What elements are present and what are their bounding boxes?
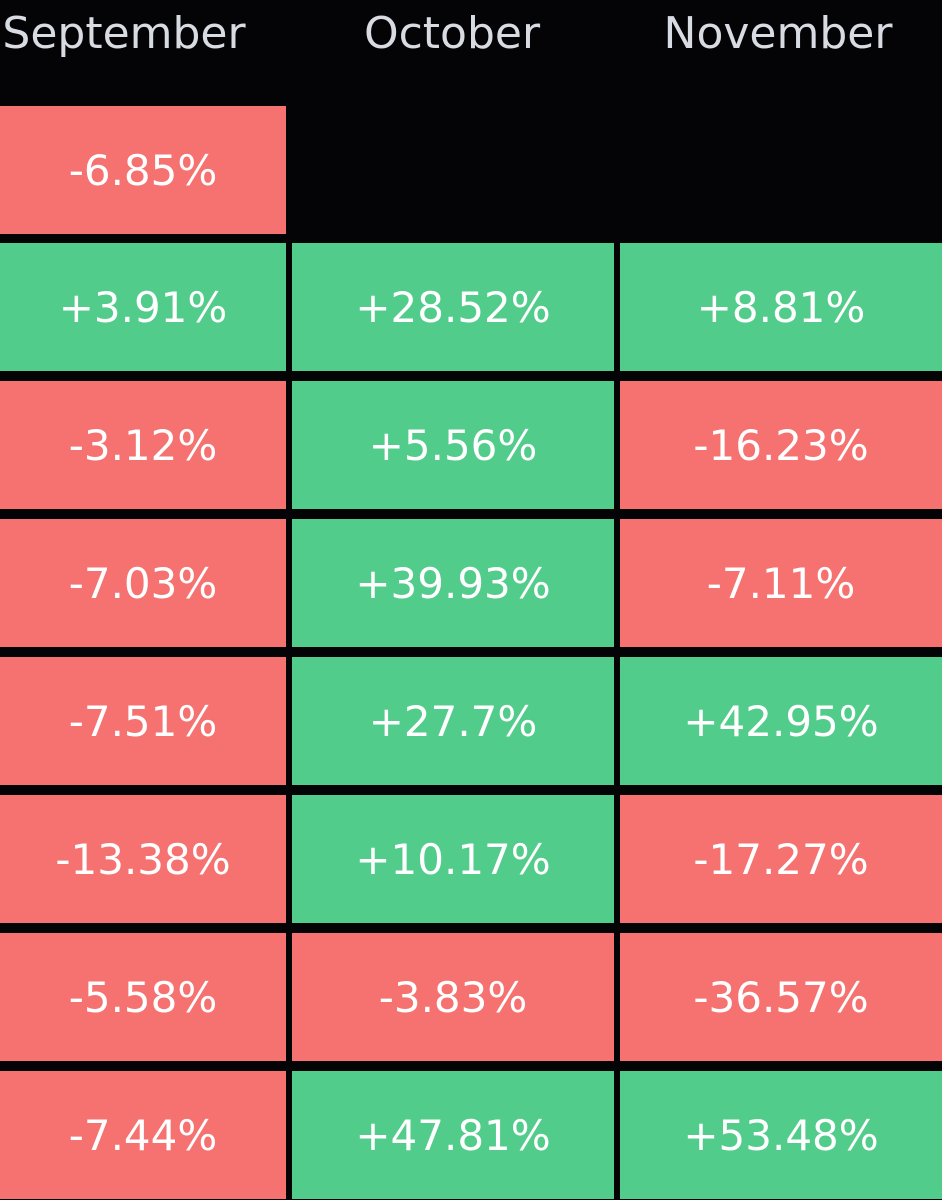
column-header-november: November	[663, 8, 893, 59]
return-cell: -36.57%	[620, 933, 942, 1061]
column-header-september: September	[2, 8, 246, 59]
return-cell: +27.7%	[292, 657, 614, 785]
return-cell: -7.03%	[0, 519, 286, 647]
return-cell: -7.51%	[0, 657, 286, 785]
return-cell: +53.48%	[620, 1071, 942, 1199]
return-cell: +10.17%	[292, 795, 614, 923]
return-cell: -16.23%	[620, 381, 942, 509]
return-cell: +8.81%	[620, 243, 942, 371]
return-cell: +28.52%	[292, 243, 614, 371]
column-header-october: October	[363, 8, 541, 59]
return-cell: +5.56%	[292, 381, 614, 509]
return-cell: +42.95%	[620, 657, 942, 785]
return-cell: -3.12%	[0, 381, 286, 509]
return-cell: -17.27%	[620, 795, 942, 923]
return-cell: -13.38%	[0, 795, 286, 923]
return-cell: +3.91%	[0, 243, 286, 371]
return-cell: -7.11%	[620, 519, 942, 647]
return-cell: -3.83%	[292, 933, 614, 1061]
return-cell: -7.44%	[0, 1071, 286, 1199]
return-cell: -6.85%	[0, 106, 286, 234]
return-cell: +39.93%	[292, 519, 614, 647]
return-cell: +47.81%	[292, 1071, 614, 1199]
return-cell: -5.58%	[0, 933, 286, 1061]
